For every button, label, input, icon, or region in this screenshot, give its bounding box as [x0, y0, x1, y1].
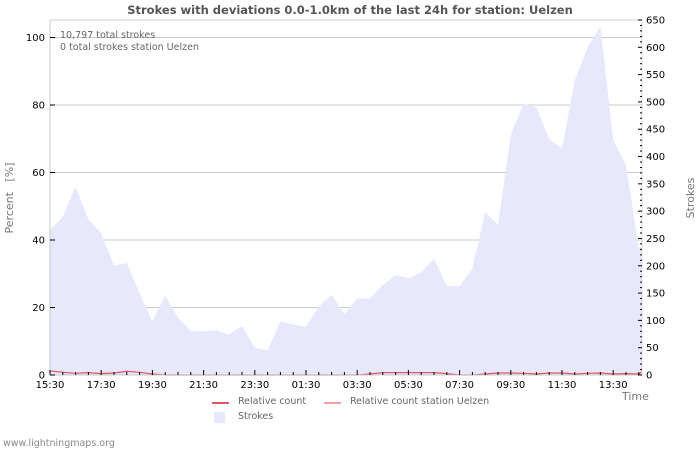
strokes-swatch-icon: [214, 412, 225, 423]
svg-text:0: 0: [646, 371, 652, 382]
svg-text:19:30: 19:30: [138, 380, 167, 391]
svg-text:450: 450: [646, 125, 665, 136]
legend-label: Strokes: [238, 411, 274, 422]
legend-label: Relative count: [238, 396, 307, 407]
strokes-area-series: [50, 26, 642, 376]
svg-text:17:30: 17:30: [87, 380, 116, 391]
svg-text:60: 60: [32, 168, 45, 179]
svg-text:01:30: 01:30: [292, 380, 321, 391]
svg-text:650: 650: [646, 16, 665, 27]
svg-text:15:30: 15:30: [36, 380, 65, 391]
svg-text:400: 400: [646, 152, 665, 163]
svg-text:100: 100: [26, 33, 45, 44]
svg-text:350: 350: [646, 179, 665, 190]
left-axis-title: Percent [%]: [3, 163, 16, 234]
svg-text:09:30: 09:30: [496, 380, 525, 391]
svg-text:600: 600: [646, 43, 665, 54]
svg-text:500: 500: [646, 97, 665, 108]
svg-text:550: 550: [646, 70, 665, 81]
svg-text:100: 100: [646, 316, 665, 327]
left-axis-ticks: 0 20 40 60 80 100: [26, 33, 55, 382]
relative-count-station-swatch-icon: [324, 402, 341, 404]
total-strokes-annotation: 10,797 total strokes: [60, 30, 156, 41]
svg-text:23:30: 23:30: [240, 380, 269, 391]
svg-text:50: 50: [646, 343, 659, 354]
svg-text:07:30: 07:30: [445, 380, 474, 391]
svg-text:13:30: 13:30: [599, 380, 628, 391]
svg-text:80: 80: [32, 101, 45, 112]
relative-count-swatch-icon: [212, 402, 229, 404]
svg-text:20: 20: [32, 303, 45, 314]
right-axis-ticks: 0 50 100 150 200 250 300 350 400 450 500 550 600 650: [638, 16, 665, 382]
svg-text:03:30: 03:30: [343, 380, 372, 391]
x-axis-ticks: 15:30 17:30 19:30 21:30 23:30 01:30 03:30 05:30…: [36, 370, 640, 391]
legend-label: Relative count station Uelzen: [350, 396, 490, 407]
source-footer: www.lightningmaps.org: [3, 438, 115, 449]
x-axis-title: Time: [622, 390, 649, 403]
svg-text:05:30: 05:30: [394, 380, 423, 391]
svg-text:40: 40: [32, 236, 45, 247]
chart-title: Strokes with deviations 0.0-1.0km of the…: [127, 3, 573, 17]
svg-text:21:30: 21:30: [189, 380, 218, 391]
svg-text:150: 150: [646, 289, 665, 300]
svg-text:11:30: 11:30: [548, 380, 577, 391]
svg-text:300: 300: [646, 207, 665, 218]
right-axis-title: Strokes: [684, 177, 697, 218]
axes: [49, 20, 643, 376]
svg-text:0: 0: [39, 371, 45, 382]
svg-text:250: 250: [646, 234, 665, 245]
svg-text:200: 200: [646, 261, 665, 272]
station-strokes-annotation: 0 total strokes station Uelzen: [60, 42, 199, 53]
